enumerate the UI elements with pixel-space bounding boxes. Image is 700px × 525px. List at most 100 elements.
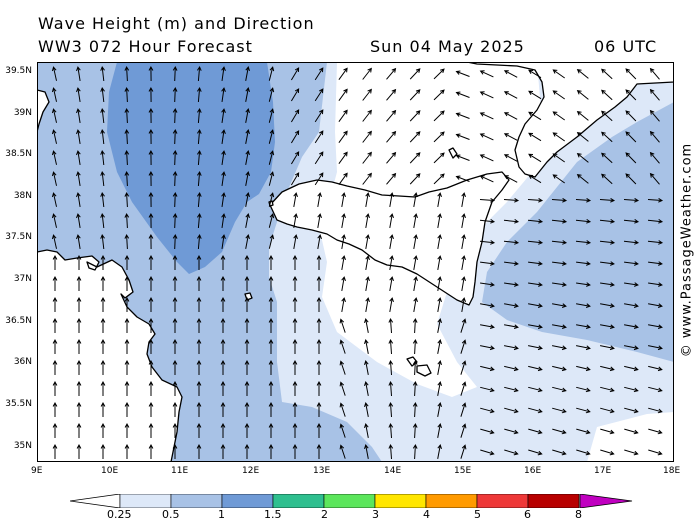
- wave-arrow: [196, 170, 202, 187]
- wave-arrow: [437, 402, 442, 417]
- wave-arrow: [148, 149, 154, 166]
- wave-arrow: [479, 112, 494, 120]
- wave-arrow: [341, 255, 346, 270]
- wave-arrow: [124, 86, 130, 103]
- wave-arrow: [437, 381, 442, 396]
- wave-arrow: [100, 65, 105, 82]
- wave-arrow: [221, 87, 226, 102]
- wave-arrow: [388, 443, 394, 460]
- wave-arrow: [460, 423, 467, 438]
- wave-arrow: [625, 152, 637, 164]
- wave-arrow: [437, 234, 442, 249]
- wave-arrow: [316, 254, 322, 270]
- wave-arrow: [576, 407, 591, 414]
- wave-arrow: [528, 428, 543, 435]
- wave-arrow: [503, 175, 518, 183]
- wave-arrow: [412, 317, 418, 334]
- wave-arrow: [338, 109, 348, 122]
- wave-arrow: [460, 339, 467, 354]
- wave-arrow: [365, 276, 370, 291]
- land-malta: [406, 356, 418, 367]
- wave-arrow: [268, 171, 275, 186]
- wave-arrow: [576, 173, 589, 184]
- wave-arrow: [528, 449, 543, 456]
- wave-arrow: [244, 380, 250, 396]
- wave-arrow: [575, 218, 592, 224]
- wave-arrow: [124, 338, 130, 354]
- wave-arrow: [437, 360, 442, 375]
- wave-arrow: [316, 380, 322, 396]
- wave-arrow: [480, 365, 495, 372]
- wave-arrow: [172, 296, 178, 312]
- wave-arrow: [647, 197, 664, 203]
- wave-arrow: [52, 359, 58, 375]
- wave-arrow: [552, 153, 565, 163]
- colorbar-label: 4: [423, 508, 430, 521]
- wave-arrow: [290, 109, 300, 123]
- wave-arrow: [221, 66, 226, 81]
- wave-arrow: [599, 218, 616, 224]
- wave-arrow: [76, 380, 82, 396]
- wave-arrow: [479, 70, 494, 78]
- lat-label: 38.5N: [5, 149, 32, 159]
- wave-arrow: [362, 67, 372, 80]
- colorbar-cell: [221, 494, 274, 508]
- wave-arrow: [552, 386, 567, 393]
- lat-label: 36.5N: [5, 316, 32, 326]
- wave-arrow: [624, 386, 639, 393]
- wave-arrow: [292, 296, 298, 312]
- wave-arrow: [245, 171, 250, 186]
- wave-arrow: [623, 240, 640, 245]
- wave-arrow: [196, 107, 202, 124]
- wave-arrow: [341, 276, 346, 291]
- wave-arrow: [461, 297, 466, 312]
- wave-arrow: [601, 173, 613, 185]
- wave-arrow: [52, 443, 58, 459]
- wave-arrow: [148, 107, 154, 124]
- wave-arrow: [461, 276, 466, 291]
- wave-arrow: [76, 234, 81, 249]
- wave-arrow: [528, 365, 543, 372]
- wave-arrow: [268, 66, 275, 81]
- wave-arrow: [362, 130, 372, 143]
- wave-arrow: [625, 173, 637, 185]
- wave-arrow: [221, 213, 226, 228]
- wave-arrow: [172, 380, 178, 396]
- wave-arrow: [196, 338, 202, 354]
- wave-arrow: [388, 422, 394, 439]
- wave-arrow: [338, 151, 348, 164]
- wave-arrow: [244, 254, 250, 270]
- wave-arrow: [576, 282, 591, 287]
- wave-band-1-1.5: [107, 62, 275, 274]
- lon-label: 9E: [31, 466, 43, 476]
- wave-arrow: [576, 365, 591, 372]
- wave-arrow: [528, 324, 543, 329]
- wave-arrow: [196, 317, 202, 333]
- wave-arrow: [480, 407, 495, 414]
- wave-arrow: [364, 402, 369, 417]
- wave-arrow: [479, 240, 496, 245]
- wave-arrow: [76, 422, 82, 438]
- wave-arrow: [124, 191, 130, 208]
- wave-arrow: [365, 234, 370, 249]
- wave-arrow: [648, 324, 663, 329]
- wave-arrow: [527, 240, 544, 245]
- wave-arrow: [100, 275, 106, 291]
- wave-arrow: [316, 317, 322, 333]
- wave-arrow: [172, 149, 178, 166]
- credit-text: © www.PassageWeather.com: [679, 142, 695, 358]
- wave-arrow: [480, 449, 495, 456]
- wave-arrow: [528, 282, 543, 287]
- wave-arrow: [412, 443, 418, 460]
- lat-label: 36N: [13, 357, 32, 367]
- wave-arrow: [293, 213, 298, 228]
- wave-arrow: [552, 90, 565, 100]
- wave-arrow: [196, 191, 202, 208]
- wave-arrow: [52, 422, 58, 438]
- wave-arrow: [172, 212, 178, 229]
- wave-arrow: [292, 422, 298, 438]
- wave-arrow: [460, 318, 467, 333]
- lon-label: 18E: [663, 466, 681, 476]
- colorbar-arrow-left: [70, 494, 121, 508]
- wave-arrow: [624, 345, 639, 351]
